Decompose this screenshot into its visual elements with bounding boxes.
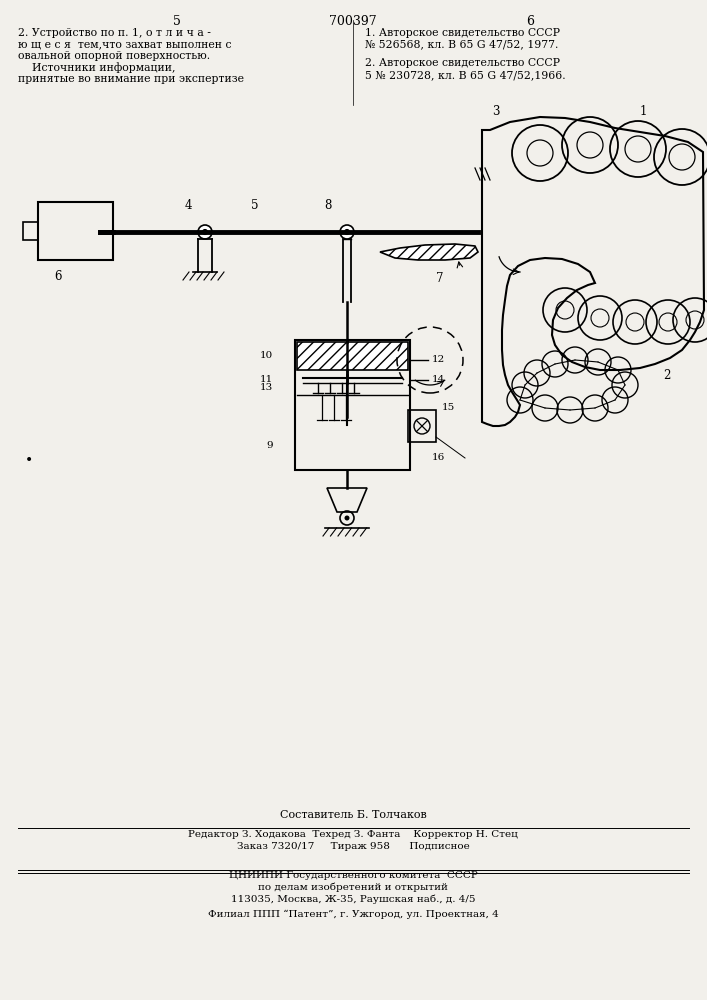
Text: 9: 9 — [267, 440, 273, 450]
Bar — [297, 342, 408, 370]
Text: 1. Авторское свидетельство СССР: 1. Авторское свидетельство СССР — [365, 28, 560, 38]
Polygon shape — [380, 244, 478, 260]
Text: 11: 11 — [259, 375, 273, 384]
Bar — [295, 340, 410, 470]
Text: 4: 4 — [185, 199, 192, 212]
Text: 700397: 700397 — [329, 15, 377, 28]
Text: Составитель Б. Толчаков: Составитель Б. Толчаков — [280, 810, 426, 820]
Text: овальной опорной поверхностью.: овальной опорной поверхностью. — [18, 51, 210, 61]
Text: ЦНИИПИ Государственного комитета  СССР: ЦНИИПИ Государственного комитета СССР — [228, 871, 477, 880]
Text: принятые во внимание при экспертизе: принятые во внимание при экспертизе — [18, 74, 244, 84]
Text: Филиал ППП “Патент”, г. Ужгород, ул. Проектная, 4: Филиал ППП “Патент”, г. Ужгород, ул. Про… — [208, 910, 498, 919]
Text: 6: 6 — [526, 15, 534, 28]
Text: 14: 14 — [432, 375, 445, 384]
Text: 113035, Москва, Ж-35, Раушская наб., д. 4/5: 113035, Москва, Ж-35, Раушская наб., д. … — [230, 895, 475, 904]
Text: Источники информации,: Источники информации, — [18, 62, 175, 73]
Text: 6: 6 — [54, 270, 62, 283]
Text: 5: 5 — [173, 15, 181, 28]
Circle shape — [344, 516, 349, 520]
Text: ю щ е с я  тем,что захват выполнен с: ю щ е с я тем,что захват выполнен с — [18, 39, 231, 49]
Bar — [38, 202, 113, 260]
Text: по делам изобретений и открытий: по делам изобретений и открытий — [258, 883, 448, 892]
Text: 16: 16 — [432, 454, 445, 462]
Circle shape — [202, 230, 207, 234]
Text: 8: 8 — [325, 199, 332, 212]
Circle shape — [344, 230, 349, 234]
Text: 3: 3 — [492, 105, 500, 118]
Text: 12: 12 — [432, 356, 445, 364]
Bar — [23, 222, 38, 240]
Text: 10: 10 — [259, 352, 273, 360]
Text: 1: 1 — [640, 105, 648, 118]
Circle shape — [198, 225, 212, 239]
Text: 5: 5 — [251, 199, 259, 212]
Text: 15: 15 — [442, 403, 455, 412]
Circle shape — [340, 225, 354, 239]
Text: 2. Устройство по п. 1, о т л и ч а -: 2. Устройство по п. 1, о т л и ч а - — [18, 28, 211, 38]
Text: № 526568, кл. В 65 G 47/52, 1977.: № 526568, кл. В 65 G 47/52, 1977. — [365, 39, 559, 49]
Text: 7: 7 — [436, 272, 444, 285]
Text: 13: 13 — [259, 382, 273, 391]
Text: Заказ 7320/17     Тираж 958      Подписное: Заказ 7320/17 Тираж 958 Подписное — [237, 842, 469, 851]
Text: 2: 2 — [663, 369, 670, 382]
Text: Редактор З. Ходакова  Техред З. Фанта    Корректор Н. Стец: Редактор З. Ходакова Техред З. Фанта Кор… — [188, 830, 518, 839]
Text: 2. Авторское свидетельство СССР: 2. Авторское свидетельство СССР — [365, 58, 560, 68]
Bar — [408, 410, 436, 442]
Text: 5 № 230728, кл. В 65 G 47/52,1966.: 5 № 230728, кл. В 65 G 47/52,1966. — [365, 70, 566, 80]
Text: •: • — [25, 453, 33, 467]
